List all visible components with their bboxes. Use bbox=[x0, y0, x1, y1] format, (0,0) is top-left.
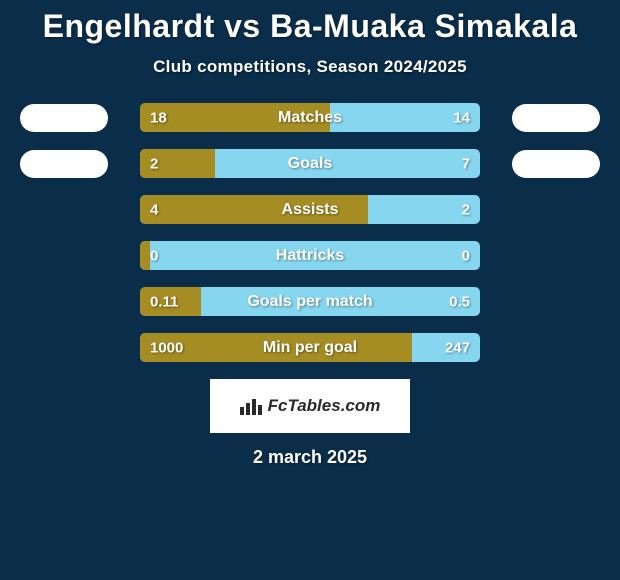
spacer bbox=[512, 288, 600, 316]
value-right: 7 bbox=[462, 155, 470, 172]
stat-label: Goals bbox=[288, 155, 332, 173]
stat-bar: 4 2 Assists bbox=[140, 195, 480, 224]
value-right: 0 bbox=[462, 247, 470, 264]
stat-bar: 2 7 Goals bbox=[140, 149, 480, 178]
value-right: 0.5 bbox=[449, 293, 470, 310]
value-left: 0.11 bbox=[150, 293, 178, 310]
bars-icon bbox=[240, 397, 262, 415]
stat-row: 2 7 Goals bbox=[0, 149, 620, 178]
stat-label: Hattricks bbox=[276, 247, 344, 265]
stat-label: Assists bbox=[282, 201, 339, 219]
spacer bbox=[20, 334, 108, 362]
page-title: Engelhardt vs Ba-Muaka Simakala bbox=[0, 8, 620, 45]
value-left: 0 bbox=[150, 247, 158, 264]
stat-bar: 1000 247 Min per goal bbox=[140, 333, 480, 362]
player-right-pill bbox=[512, 150, 600, 178]
stat-bar: 0 0 Hattricks bbox=[140, 241, 480, 270]
stat-label: Goals per match bbox=[247, 293, 372, 311]
comparison-infographic: Engelhardt vs Ba-Muaka Simakala Club com… bbox=[0, 0, 620, 580]
stat-bar: 18 14 Matches bbox=[140, 103, 480, 132]
brand-badge: FcTables.com bbox=[210, 379, 410, 433]
value-left: 2 bbox=[150, 155, 158, 172]
spacer bbox=[20, 196, 108, 224]
spacer bbox=[512, 196, 600, 224]
player-left-pill bbox=[20, 104, 108, 132]
stat-row: 0 0 Hattricks bbox=[0, 241, 620, 270]
stat-bar: 0.11 0.5 Goals per match bbox=[140, 287, 480, 316]
value-right: 14 bbox=[453, 109, 470, 126]
value-left: 1000 bbox=[150, 339, 183, 356]
chart-area: 18 14 Matches 2 7 Goals 4 2 Assists 0 0 Hattricks 0.… bbox=[0, 103, 620, 362]
value-left: 4 bbox=[150, 201, 158, 218]
stat-label: Matches bbox=[278, 109, 342, 127]
stat-row: 18 14 Matches bbox=[0, 103, 620, 132]
value-right: 247 bbox=[445, 339, 470, 356]
stat-label: Min per goal bbox=[263, 339, 357, 357]
player-left-pill bbox=[20, 150, 108, 178]
date-text: 2 march 2025 bbox=[0, 447, 620, 468]
spacer bbox=[20, 242, 108, 270]
spacer bbox=[512, 334, 600, 362]
spacer bbox=[512, 242, 600, 270]
stat-row: 0.11 0.5 Goals per match bbox=[0, 287, 620, 316]
stat-row: 4 2 Assists bbox=[0, 195, 620, 224]
value-left: 18 bbox=[150, 109, 167, 126]
player-right-pill bbox=[512, 104, 600, 132]
value-right: 2 bbox=[462, 201, 470, 218]
spacer bbox=[20, 288, 108, 316]
bar-fill-left bbox=[140, 241, 150, 270]
brand-label: FcTables.com bbox=[268, 396, 381, 416]
subtitle: Club competitions, Season 2024/2025 bbox=[0, 57, 620, 77]
stat-row: 1000 247 Min per goal bbox=[0, 333, 620, 362]
